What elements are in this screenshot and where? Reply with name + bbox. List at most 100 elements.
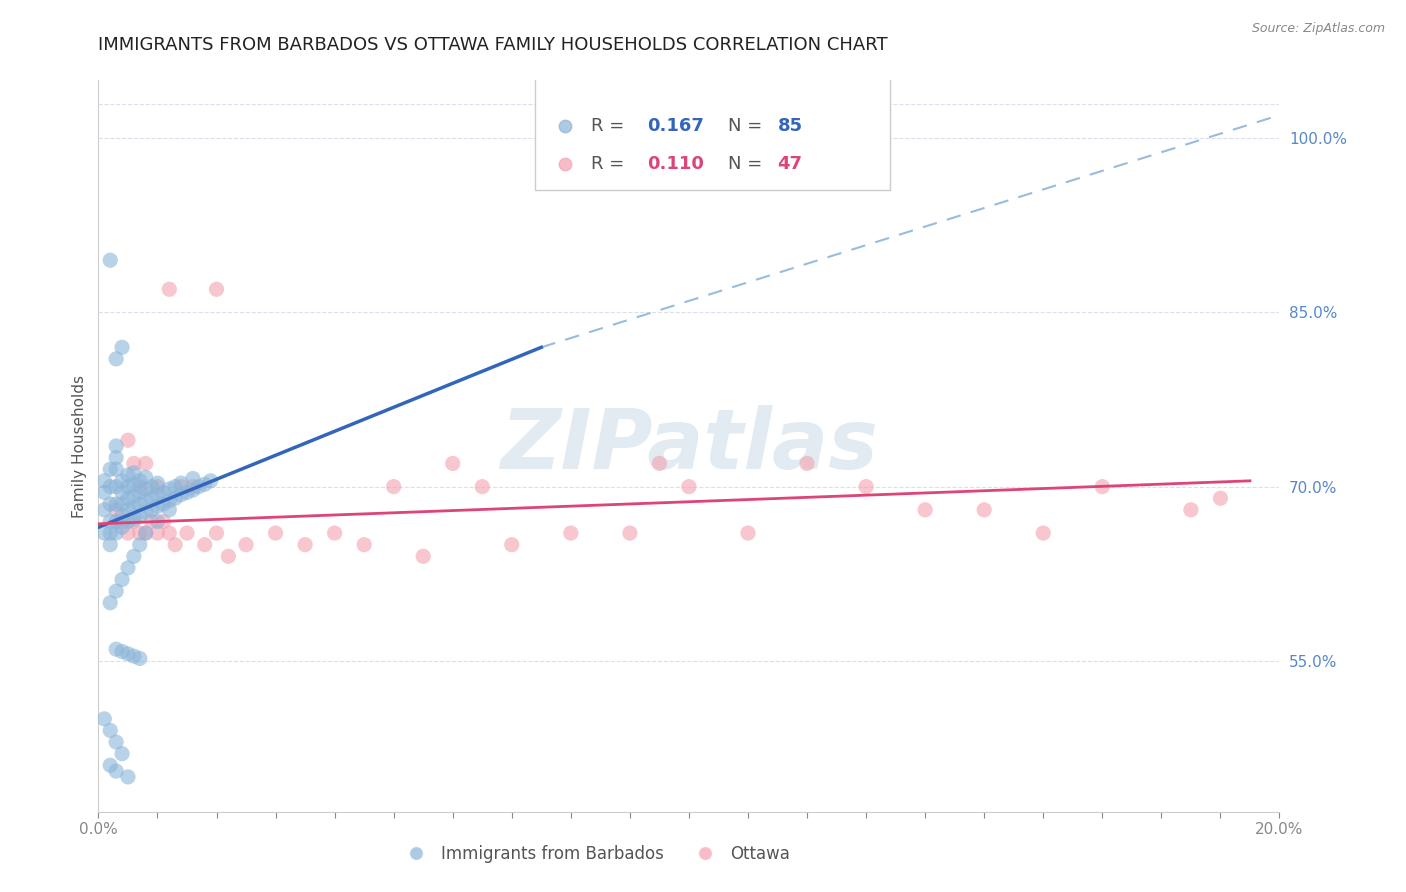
Point [235, 538, 257, 552]
Point [382, 480, 405, 494]
FancyBboxPatch shape [536, 77, 890, 190]
Point [855, 480, 877, 494]
Text: Source: ZipAtlas.com: Source: ZipAtlas.com [1251, 22, 1385, 36]
Point [194, 538, 217, 552]
Point [93, 712, 115, 726]
Point [146, 480, 169, 494]
Point [141, 491, 163, 506]
Point [146, 488, 169, 502]
Point [98, 515, 121, 529]
Point [412, 549, 434, 564]
Point [98, 480, 121, 494]
Point [98, 497, 121, 511]
Point [205, 282, 228, 296]
Point [122, 500, 145, 515]
Point [1091, 480, 1114, 494]
Point [98, 596, 121, 610]
Text: IMMIGRANTS FROM BARBADOS VS OTTAWA FAMILY HOUSEHOLDS CORRELATION CHART: IMMIGRANTS FROM BARBADOS VS OTTAWA FAMIL… [98, 36, 889, 54]
Point [441, 457, 464, 471]
Point [678, 480, 700, 494]
Text: 0.110: 0.110 [648, 155, 704, 173]
Point [157, 503, 180, 517]
Point [128, 474, 150, 488]
Point [914, 503, 936, 517]
Point [105, 480, 128, 494]
Point [105, 642, 128, 657]
Point [105, 584, 128, 599]
Point [111, 515, 134, 529]
Text: 85: 85 [778, 118, 803, 136]
Point [135, 526, 157, 541]
Point [353, 538, 375, 552]
Point [135, 482, 157, 496]
Text: 0.167: 0.167 [648, 118, 704, 136]
Point [128, 485, 150, 500]
Point [98, 526, 121, 541]
Point [122, 515, 145, 529]
Text: N =: N = [728, 155, 768, 173]
Point [93, 526, 115, 541]
Point [105, 497, 128, 511]
Point [111, 573, 134, 587]
Point [122, 649, 145, 664]
Point [111, 497, 134, 511]
Point [294, 538, 316, 552]
Point [152, 485, 174, 500]
Point [111, 508, 134, 523]
Point [1032, 526, 1054, 541]
Point [181, 480, 204, 494]
Point [111, 520, 134, 534]
Point [152, 515, 174, 529]
Point [111, 747, 134, 761]
Point [200, 474, 222, 488]
Point [128, 651, 150, 665]
Point [170, 476, 193, 491]
Point [1209, 491, 1232, 506]
Point [187, 480, 209, 494]
Point [157, 482, 180, 496]
Point [111, 340, 134, 354]
Point [122, 466, 145, 480]
Point [146, 500, 169, 514]
Point [98, 538, 121, 552]
Point [619, 526, 641, 541]
Point [105, 351, 128, 366]
Point [146, 526, 169, 541]
Point [128, 497, 150, 511]
Point [560, 526, 582, 541]
Point [152, 497, 174, 511]
Point [176, 526, 198, 541]
Point [93, 485, 115, 500]
Point [128, 480, 150, 494]
Point [648, 457, 671, 471]
Point [141, 515, 163, 529]
Point [122, 457, 145, 471]
Point [105, 526, 128, 541]
Point [205, 526, 228, 541]
Point [98, 758, 121, 772]
Point [501, 538, 523, 552]
Point [181, 483, 204, 497]
Point [323, 526, 346, 541]
Point [135, 457, 157, 471]
Point [157, 526, 180, 541]
Point [796, 457, 818, 471]
Point [117, 561, 139, 575]
Point [117, 433, 139, 447]
Point [105, 503, 128, 517]
Point [111, 474, 134, 488]
Point [98, 723, 121, 738]
Point [105, 515, 128, 529]
Point [170, 488, 193, 502]
Point [135, 526, 157, 541]
Point [157, 493, 180, 508]
Point [111, 485, 134, 500]
Point [93, 474, 115, 488]
Point [128, 526, 150, 541]
Point [93, 503, 115, 517]
Point [1180, 503, 1202, 517]
Point [217, 549, 239, 564]
Point [165, 538, 187, 552]
Point [105, 735, 128, 749]
Point [117, 526, 139, 541]
